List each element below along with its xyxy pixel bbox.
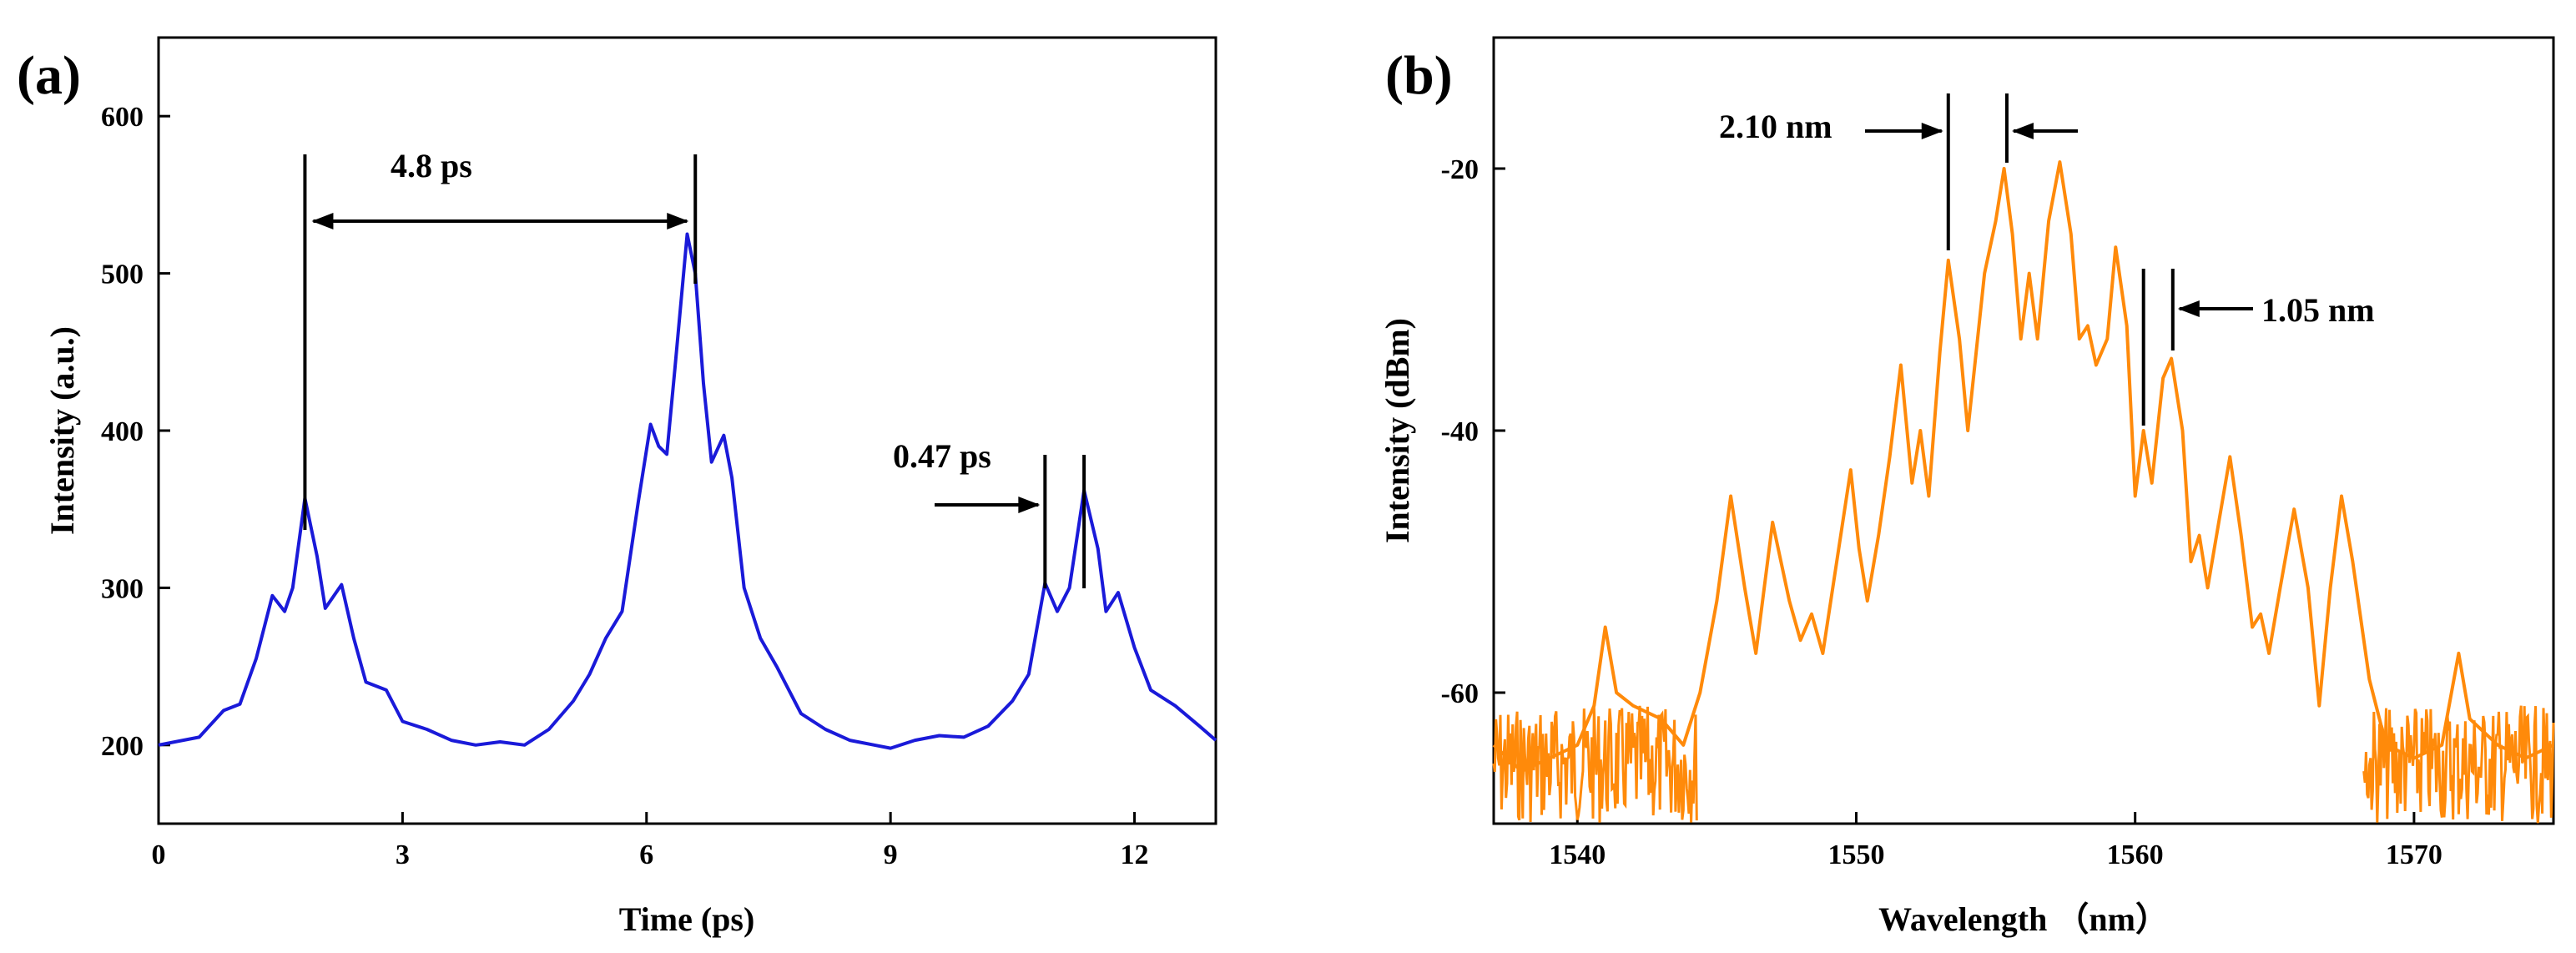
panel-a-x-ticks: 0 3 6 9 12 (152, 812, 1149, 870)
panel-a-plot-frame (157, 36, 1217, 825)
panel-a-series-line (158, 232, 1217, 750)
panel-b-x-ticks: 1540 1550 1560 1570 (1549, 812, 2442, 870)
panel-b: (b) 1540 1550 1560 1570 -20 -40 -60 2.10 nm 1… (1379, 36, 2555, 938)
y-tick-label: 500 (101, 260, 144, 290)
y-tick-label: -40 (1441, 416, 1479, 447)
panel-a-annotation-0-47ps: 0.47 ps (893, 437, 991, 475)
x-tick-label: 0 (152, 840, 166, 870)
panel-a-annotation-4-8ps: 4.8 ps (391, 147, 472, 184)
panel-a-y-ticks: 200 300 400 500 600 (101, 102, 170, 762)
y-tick-label: 300 (101, 573, 144, 604)
x-tick-label: 6 (639, 840, 653, 870)
y-tick-label: 600 (101, 102, 144, 133)
x-tick-label: 1540 (1549, 840, 1606, 870)
panel-a-pointer-arrowhead (1018, 497, 1041, 513)
y-tick-label: -20 (1441, 154, 1479, 185)
panel-a-label: (a) (17, 45, 81, 106)
panel-a: (a) 0 3 6 9 12 200 300 400 500 600 4.8 ps 0.47 p… (17, 36, 1217, 938)
x-tick-label: 12 (1121, 840, 1149, 870)
panel-b-noise-floor (1492, 705, 2555, 824)
x-tick-label: 1560 (2107, 840, 2164, 870)
y-tick-label: -60 (1441, 678, 1479, 709)
x-tick-label: 1550 (1827, 840, 1884, 870)
panel-a-span-arrowhead-right (667, 213, 689, 229)
panel-b-y-axis-title: Intensity (dBm) (1379, 318, 1416, 543)
panel-b-label: (b) (1385, 45, 1453, 106)
panel-b-x-axis-title: Wavelength （nm） (1878, 900, 2169, 938)
panel-b-annotation-1-05nm: 1.05 nm (2261, 291, 2375, 329)
panel-a-y-axis-title: Intensity (a.u.) (43, 326, 81, 535)
panel-b-arrowhead-1-05 (2177, 300, 2200, 317)
panel-b-y-ticks: -20 -40 -60 (1441, 154, 1505, 709)
panel-b-series-line (1492, 160, 2554, 774)
panel-a-annotations: 4.8 ps 0.47 ps (303, 147, 1086, 588)
panel-b-plot-frame (1492, 36, 2555, 825)
x-tick-label: 3 (396, 840, 410, 870)
panel-b-arrowhead-right (2011, 123, 2034, 139)
panel-a-x-axis-title: Time (ps) (619, 900, 755, 938)
panel-b-annotations: 2.10 nm 1.05 nm (1719, 93, 2375, 426)
x-tick-label: 9 (884, 840, 898, 870)
y-tick-label: 200 (101, 731, 144, 762)
panel-b-arrowhead-left (1921, 123, 1943, 139)
panel-a-span-arrowhead-left (311, 213, 334, 229)
x-tick-label: 1570 (2386, 840, 2442, 870)
panel-b-annotation-2-10nm: 2.10 nm (1719, 108, 1832, 145)
y-tick-label: 400 (101, 416, 144, 447)
